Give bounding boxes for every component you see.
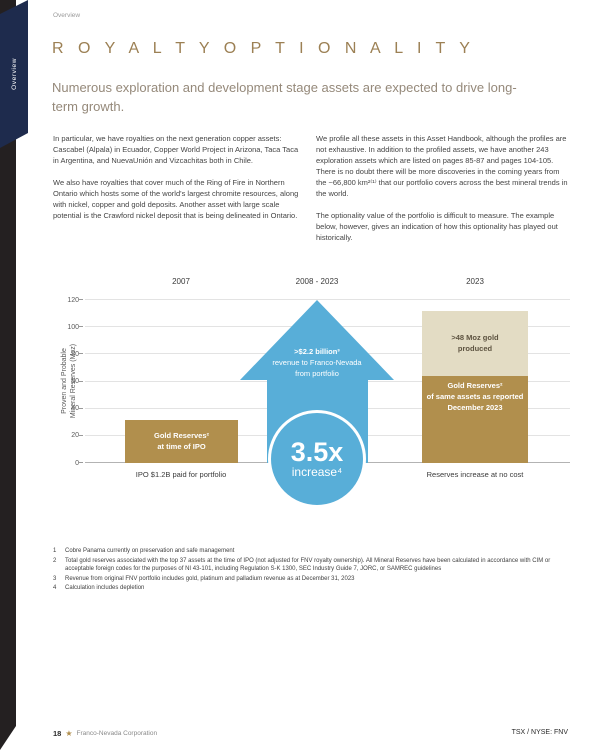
footer-left: 18 ★ Franco-Nevada Corporation: [53, 729, 157, 738]
footnote-text: Total gold reserves associated with the …: [65, 557, 551, 573]
y-tick-label: 100: [67, 323, 79, 331]
footnote-number: 4: [53, 585, 57, 591]
y-tick-mark: [79, 434, 83, 436]
chart-column-header-2007: 2007: [172, 277, 190, 286]
section-tab-overview: Overview: [0, 0, 28, 148]
increase-badge: 3.5x increase⁴: [268, 410, 366, 508]
y-tick-mark: [79, 407, 83, 409]
footnote: 4 Calculation includes depletion: [53, 584, 573, 593]
footnote-number: 1: [53, 548, 57, 554]
y-tick-mark: [79, 462, 83, 463]
gridline: [85, 299, 570, 300]
page-number: 18: [53, 729, 62, 738]
y-tick-mark: [79, 380, 83, 382]
y-tick-mark: [79, 353, 83, 355]
increase-badge-label: increase⁴: [291, 465, 343, 479]
growth-arrow-shape: [240, 300, 394, 463]
y-tick-label: 80: [71, 350, 79, 358]
bar-gold-reserves-2023: Gold Reserves² of same assets as reporte…: [422, 376, 528, 463]
breadcrumb: Overview: [53, 12, 81, 19]
bar-gold-reserves-ipo: Gold Reserves² at time of IPO: [125, 419, 238, 463]
arrow-annotation-headline: >$2.2 billion³: [294, 347, 340, 356]
y-tick-label: 120: [67, 296, 79, 304]
arrow-annotation-sublines: revenue to Franco-Nevada from portfolio: [272, 358, 362, 378]
body-column-right: We profile all these assets in this Asse…: [316, 133, 568, 254]
paragraph: We also have royalties that cover much o…: [53, 178, 299, 220]
bar-label: >48 Moz gold produced: [451, 333, 499, 354]
chart-caption-2023: Reserves increase at no cost: [426, 470, 524, 479]
bar-gold-produced: >48 Moz gold produced: [422, 310, 528, 377]
footnote-number: 3: [53, 575, 57, 582]
footnote-number: 2: [53, 557, 57, 564]
reserves-chart-plot-area: Proven and Probable Mineral Reserves (Mo…: [61, 297, 570, 467]
arrow-annotation: >$2.2 billion³ revenue to Franco-Nevada …: [237, 346, 397, 379]
footnote: 3 Revenue from original FNV portfolio in…: [53, 575, 573, 584]
bar-label: Gold Reserves² at time of IPO: [153, 431, 210, 452]
page-subtitle: Numerous exploration and development sta…: [52, 80, 517, 114]
left-edge-band: [0, 0, 16, 750]
y-tick-mark: [79, 326, 83, 328]
chart-column-header-2023: 2023: [466, 277, 484, 286]
page-title: R O Y A L T Y O P T I O N A L I T Y: [52, 40, 475, 57]
increase-badge-value: 3.5x: [290, 437, 344, 467]
section-tab-label: Overview: [10, 58, 18, 90]
footer-company-name: Franco-Nevada Corporation: [76, 730, 158, 737]
paragraph: The optionality value of the portfolio i…: [316, 211, 558, 242]
footnote: 2 Total gold reserves associated with th…: [53, 557, 573, 574]
chart-column-header-2008-2023: 2008 - 2023: [295, 277, 339, 286]
y-tick-label: 40: [71, 405, 79, 413]
chart-caption-ipo: IPO $1.2B paid for portfolio: [135, 470, 227, 479]
footer-ticker: TSX / NYSE: FNV: [511, 729, 568, 736]
star-icon: ★: [65, 728, 73, 738]
growth-arrow: [240, 300, 394, 463]
paragraph: We profile all these assets in this Asse…: [316, 134, 568, 198]
footnote-text: Cobre Panama currently on preservation a…: [65, 548, 235, 554]
y-tick-label: 0: [75, 459, 79, 467]
y-tick-label: 60: [71, 378, 79, 385]
y-tick-mark: [79, 299, 83, 300]
body-column-left: In particular, we have royalties on the …: [53, 133, 301, 232]
y-tick-label: 20: [71, 432, 79, 440]
footnote: 1 Cobre Panama currently on preservation…: [53, 547, 573, 556]
footnote-text: Calculation includes depletion: [65, 585, 145, 591]
footnote-text: Revenue from original FNV portfolio incl…: [65, 575, 355, 582]
bar-label: Gold Reserves² of same assets as reporte…: [426, 381, 524, 413]
paragraph: In particular, we have royalties on the …: [53, 134, 299, 165]
footnotes: 1 Cobre Panama currently on preservation…: [53, 547, 573, 594]
